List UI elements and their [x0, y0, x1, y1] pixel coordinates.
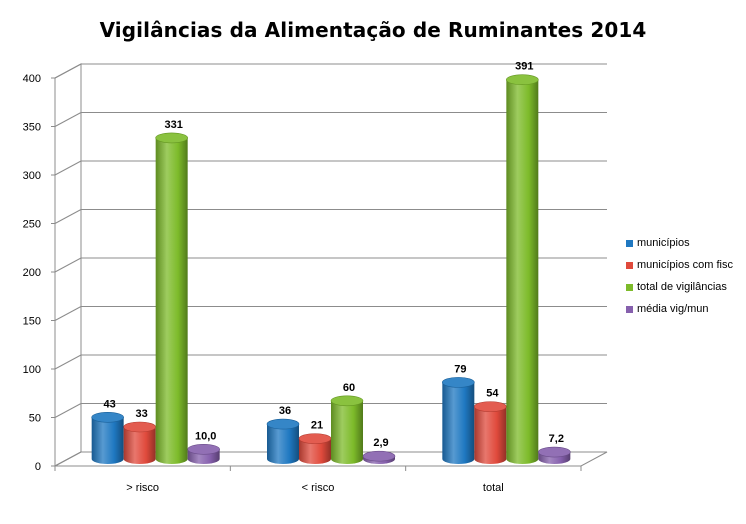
bar-top: [538, 446, 571, 458]
bar: [298, 433, 332, 464]
data-label: 79: [454, 363, 466, 375]
bar-body: [474, 406, 507, 464]
bar-top: [298, 433, 332, 444]
legend-item: municípios: [626, 232, 733, 254]
bar: [538, 446, 571, 464]
legend-swatch: [626, 261, 633, 269]
legend-label: média vig/mun: [637, 303, 709, 315]
bar: [362, 450, 396, 464]
bar-body: [299, 438, 331, 464]
y-tick-label: 150: [23, 316, 41, 328]
bars: [91, 74, 571, 464]
data-label: 331: [164, 119, 182, 131]
gridline-depth: [54, 63, 82, 79]
bar-top: [155, 132, 188, 144]
bar: [187, 443, 220, 464]
gridline-depth: [54, 209, 82, 224]
bar-body: [506, 79, 539, 464]
y-tick-label: 50: [29, 413, 41, 425]
bar-top: [91, 411, 124, 423]
bar-top: [266, 418, 300, 430]
bar: [330, 395, 364, 464]
bar-body: [331, 400, 363, 464]
chart-title: Vigilâncias da Alimentação de Ruminantes…: [99, 18, 647, 42]
bar: [91, 411, 124, 464]
bar-top: [474, 401, 507, 412]
legend-item: municípios com fisc: [626, 254, 733, 276]
bar: [442, 377, 475, 464]
legend-label: municípios com fisc: [637, 259, 733, 271]
data-label: 10,0: [195, 430, 216, 442]
bar: [123, 421, 156, 464]
x-tick-label: > risco: [126, 482, 159, 494]
data-label: 21: [311, 420, 323, 432]
y-axis-ticks: 0 50 100 150 200 250 300 350 400: [23, 73, 55, 473]
bar-body: [91, 417, 124, 464]
data-labels: 43 33 331 10,0 36 21 60 2,9 79 54 391 7,2: [104, 61, 564, 449]
bar-top: [442, 377, 475, 388]
data-label: 36: [279, 405, 291, 417]
legend: municípios municípios com fisc total de vi…: [626, 232, 733, 320]
bar: [155, 132, 188, 464]
bar-body: [267, 424, 299, 464]
gridline-depth: [54, 306, 82, 321]
y-tick-label: 200: [23, 267, 41, 279]
y-tick-label: 300: [23, 170, 41, 182]
legend-label: total de vigilâncias: [637, 281, 727, 293]
data-label: 391: [515, 61, 533, 73]
legend-swatch: [626, 283, 633, 291]
bar-top: [362, 450, 396, 462]
data-label: 60: [343, 382, 355, 394]
data-label: 2,9: [373, 437, 388, 449]
bar: [266, 418, 300, 464]
y-tick-label: 100: [23, 364, 41, 376]
data-label: 7,2: [549, 433, 564, 445]
bar: [474, 401, 507, 464]
y-tick-label: 0: [35, 461, 41, 473]
bar-top: [506, 74, 539, 86]
x-axis: > risco < risco total: [54, 465, 582, 494]
legend-swatch: [626, 305, 633, 313]
gridline-depth: [54, 160, 82, 176]
bar-body: [123, 426, 156, 464]
x-tick-label: total: [483, 482, 504, 494]
legend-item: média vig/mun: [626, 298, 733, 320]
bar: [506, 74, 539, 464]
legend-swatch: [626, 239, 633, 247]
y-tick-label: 250: [23, 219, 41, 231]
legend-label: municípios: [637, 237, 690, 249]
data-label: 54: [486, 388, 499, 400]
bar-body: [442, 382, 475, 464]
y-tick-label: 350: [23, 122, 41, 134]
gridline-depth: [54, 354, 82, 370]
x-tick-label: < risco: [302, 482, 335, 494]
gridline-depth: [54, 112, 82, 127]
bar-top: [187, 443, 220, 455]
bar-top: [330, 395, 364, 407]
bar-top: [123, 421, 156, 433]
y-tick-label: 400: [23, 73, 41, 85]
legend-item: total de vigilâncias: [626, 276, 733, 298]
gridline-depth: [54, 451, 82, 467]
gridline-depth: [54, 403, 82, 418]
bar-body: [155, 137, 188, 464]
data-label: 43: [104, 398, 116, 410]
gridline-depth: [54, 257, 82, 273]
data-label: 33: [136, 408, 148, 420]
